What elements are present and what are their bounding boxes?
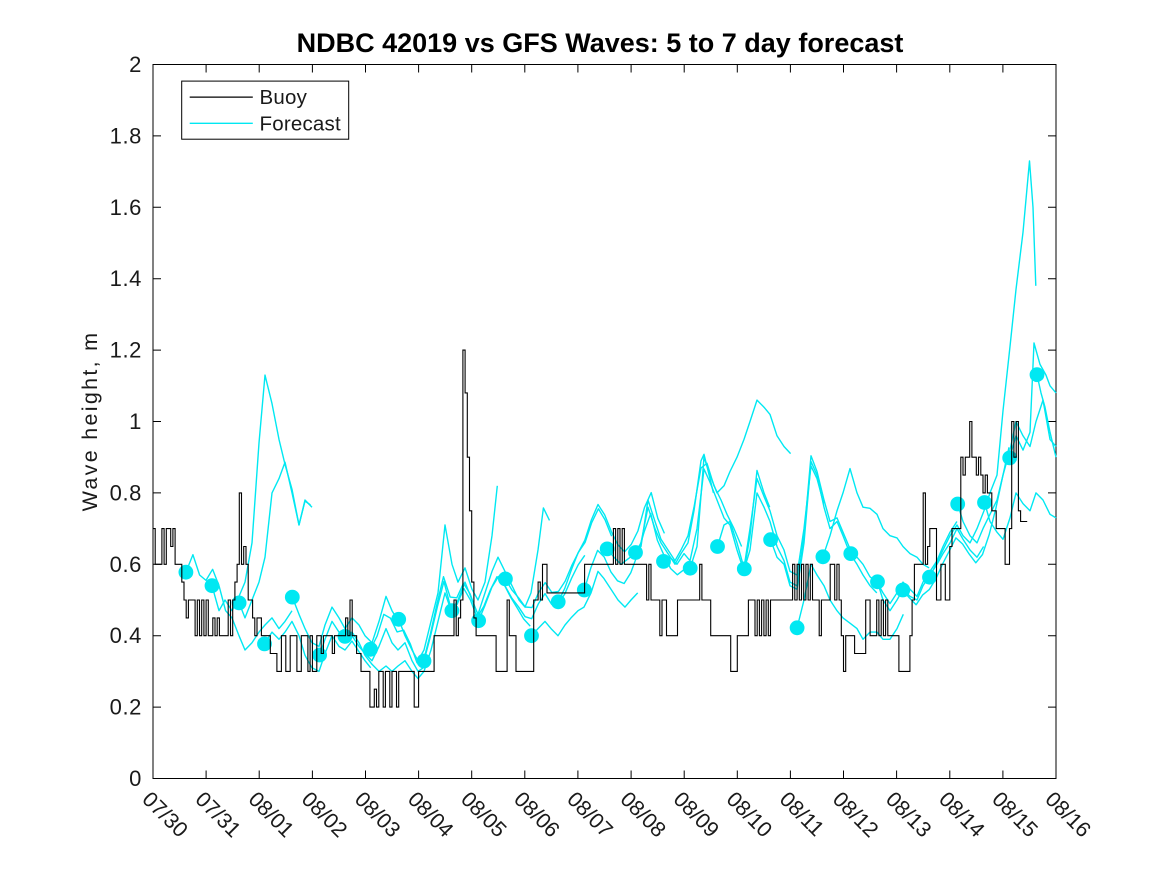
svg-text:1.4: 1.4 (110, 266, 142, 291)
svg-text:1.8: 1.8 (110, 123, 142, 148)
svg-text:0: 0 (129, 766, 142, 791)
svg-text:1.6: 1.6 (110, 195, 142, 220)
svg-text:NDBC 42019 vs GFS Waves: 5 to: NDBC 42019 vs GFS Waves: 5 to 7 day fore… (297, 28, 904, 58)
svg-text:1.2: 1.2 (110, 338, 142, 363)
svg-text:0.8: 0.8 (110, 480, 142, 505)
svg-text:Wave height, m: Wave height, m (78, 331, 102, 512)
svg-text:1: 1 (129, 409, 142, 434)
svg-text:2: 2 (129, 52, 142, 77)
svg-text:Buoy: Buoy (260, 86, 308, 109)
svg-text:0.4: 0.4 (110, 623, 142, 648)
svg-text:Forecast: Forecast (260, 112, 341, 135)
svg-text:0.2: 0.2 (110, 695, 142, 720)
svg-text:0.6: 0.6 (110, 552, 142, 577)
